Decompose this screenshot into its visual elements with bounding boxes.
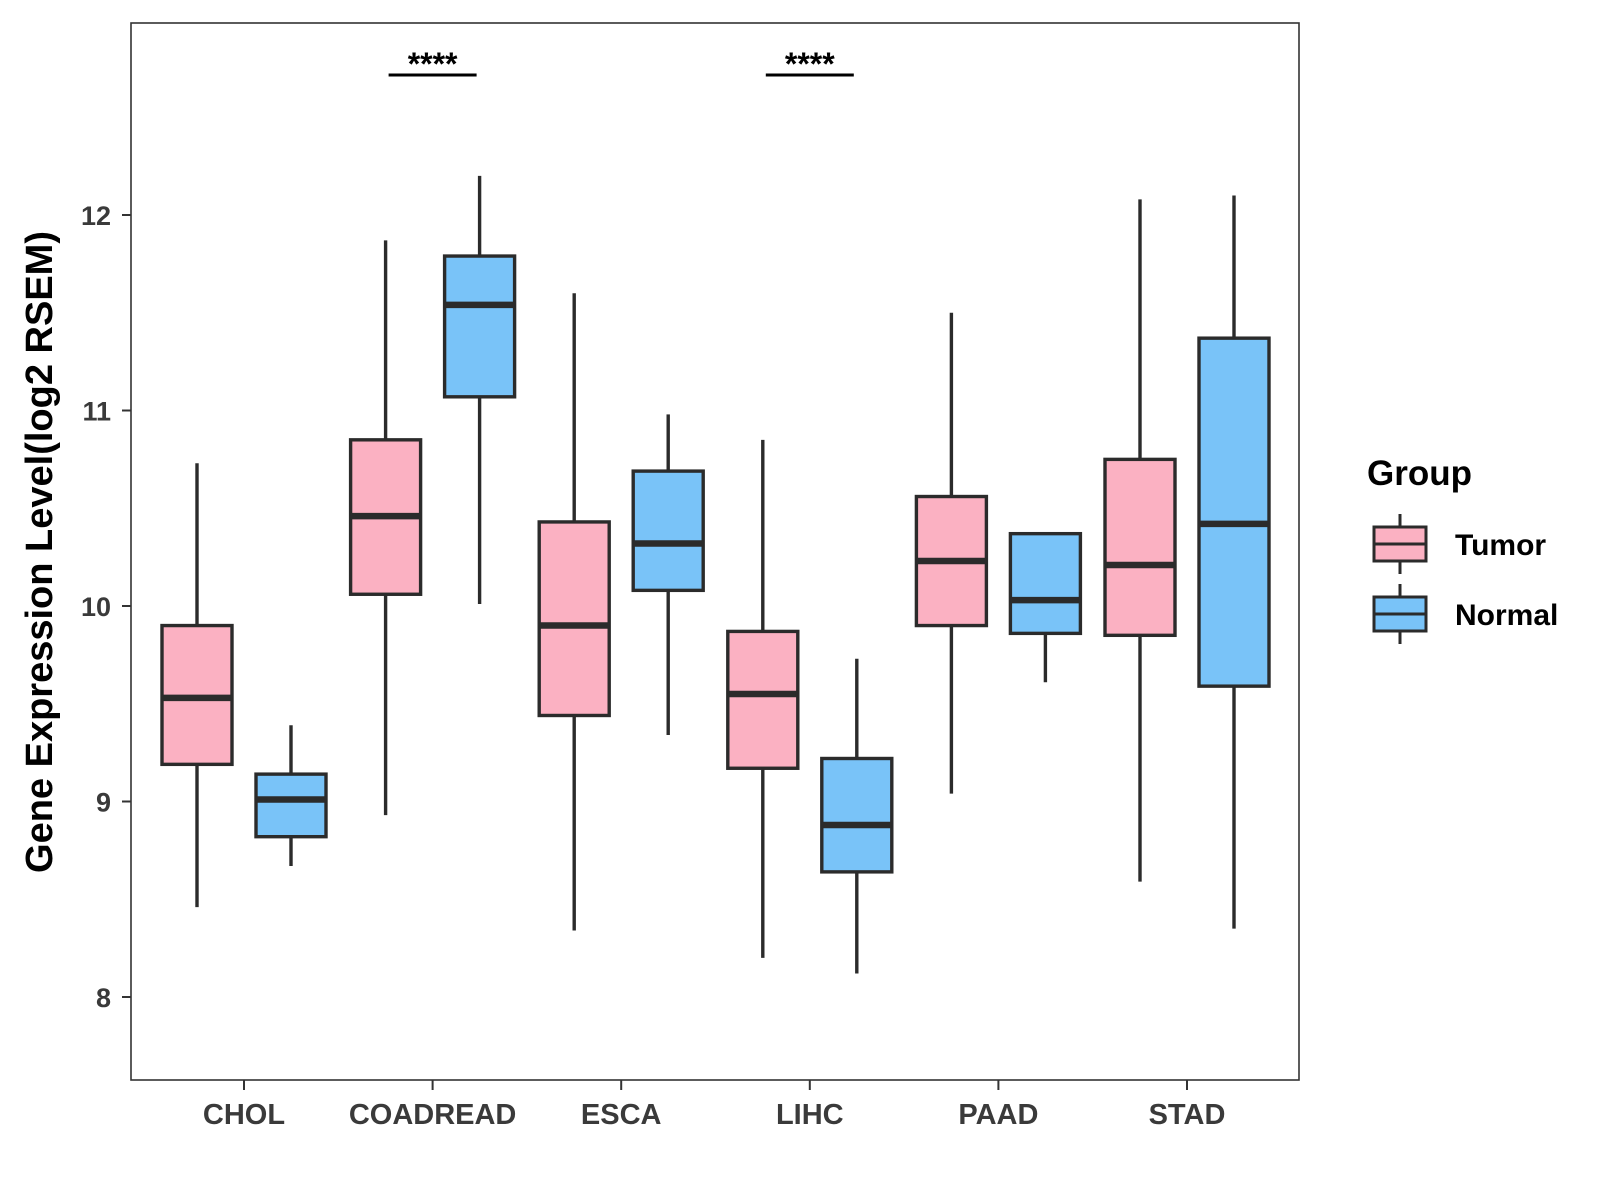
box-iqr xyxy=(537,520,611,718)
legend-item-normal: Normal xyxy=(1372,584,1558,644)
box-normal-paad xyxy=(1008,531,1083,683)
box-iqr xyxy=(1103,457,1177,638)
box-normal-esca xyxy=(631,414,705,736)
legend-title: Group xyxy=(1367,454,1472,493)
y-tick-label: 11 xyxy=(82,397,111,427)
box-normal-lihc xyxy=(820,658,894,974)
box-normal-coadread xyxy=(442,175,517,605)
box-iqr xyxy=(254,772,328,839)
x-tick-label: COADREAD xyxy=(349,1099,517,1131)
x-tick-label: LIHC xyxy=(776,1099,844,1131)
box-iqr xyxy=(1197,336,1271,688)
y-tick-label: 12 xyxy=(81,201,111,231)
legend-label: Normal xyxy=(1455,599,1558,632)
box-iqr xyxy=(726,629,800,770)
significance-label: **** xyxy=(785,46,835,82)
box-tumor-esca xyxy=(537,293,611,931)
box-normal-stad xyxy=(1197,195,1271,929)
y-axis: 8 9 10 11 12 xyxy=(81,201,131,1013)
box-iqr xyxy=(1008,531,1083,636)
box-tumor-lihc xyxy=(726,439,800,958)
significance-label: **** xyxy=(408,46,458,82)
box-tumor-coadread xyxy=(348,240,423,816)
box-iqr xyxy=(820,756,894,874)
box-tumor-chol xyxy=(160,463,234,908)
box-tumor-stad xyxy=(1103,199,1177,882)
x-tick-label: ESCA xyxy=(581,1099,662,1131)
box-tumor-paad xyxy=(914,312,989,794)
significance-annotations: **** **** xyxy=(388,46,854,82)
x-tick-label: STAD xyxy=(1149,1099,1226,1131)
y-axis-title: Gene Expression Level(log2 RSEM) xyxy=(19,231,61,873)
y-tick-label: 8 xyxy=(96,983,111,1013)
box-iqr xyxy=(631,469,705,593)
y-tick-label: 10 xyxy=(81,592,111,622)
legend-item-tumor: Tumor xyxy=(1372,514,1546,574)
box-iqr xyxy=(442,254,517,399)
y-tick-label: 9 xyxy=(96,788,111,818)
x-tick-label: PAAD xyxy=(958,1099,1038,1131)
legend: Group Tumor Normal xyxy=(1367,454,1558,644)
legend-label: Tumor xyxy=(1455,529,1546,562)
boxes-layer xyxy=(160,175,1271,974)
x-tick-label: CHOL xyxy=(203,1099,285,1131)
x-axis: CHOL COADREAD ESCA LIHC PAAD STAD xyxy=(203,1080,1225,1131)
box-normal-chol xyxy=(254,725,328,867)
